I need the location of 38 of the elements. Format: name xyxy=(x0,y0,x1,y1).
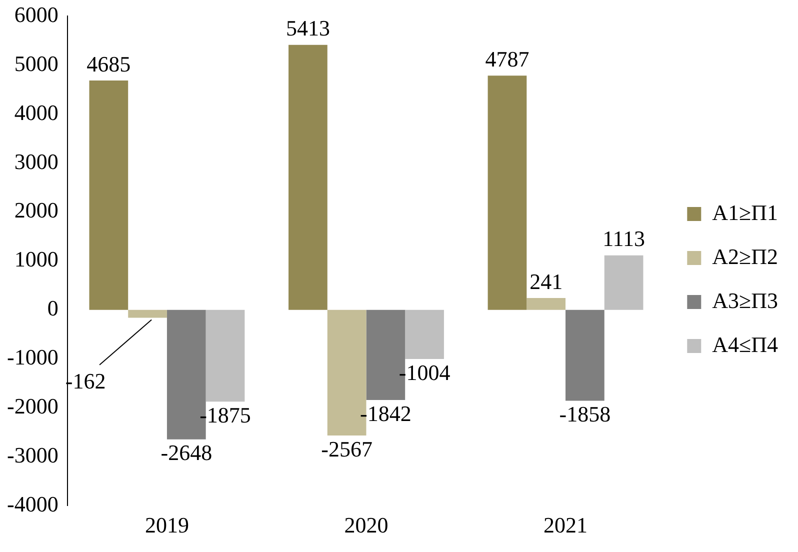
data-label: 1113 xyxy=(602,226,645,252)
data-label: -1004 xyxy=(398,360,450,385)
bar xyxy=(206,310,245,402)
data-label: 4685 xyxy=(86,51,131,76)
y-tick-label: 6000 xyxy=(14,2,58,27)
x-tick-label: 2019 xyxy=(144,512,189,538)
legend-label: А1≥П1 xyxy=(712,200,778,225)
bar xyxy=(604,255,644,310)
legend-label: А2≥П2 xyxy=(712,244,778,269)
bar xyxy=(526,298,566,310)
y-tick-label: -2000 xyxy=(7,394,58,418)
y-tick-label: -4000 xyxy=(7,491,58,516)
data-label: -2567 xyxy=(321,436,372,462)
bar xyxy=(288,44,328,310)
y-tick-label: -3000 xyxy=(7,442,58,468)
y-tick-label: 1000 xyxy=(14,246,58,272)
y-tick-label: 2000 xyxy=(14,198,58,223)
data-label: 241 xyxy=(530,268,563,294)
data-label: -2648 xyxy=(160,440,212,466)
bar xyxy=(89,80,128,310)
y-tick-label: 0 xyxy=(47,296,58,321)
legend-label: А3≥П3 xyxy=(712,288,778,313)
data-label: 5413 xyxy=(286,16,330,41)
y-tick-label: 3000 xyxy=(14,148,58,174)
data-label: 4787 xyxy=(485,46,530,72)
bar xyxy=(128,310,167,318)
x-tick-label: 2020 xyxy=(344,512,388,538)
bar xyxy=(405,310,444,359)
y-tick-label: 5000 xyxy=(14,50,58,76)
data-label: -1875 xyxy=(200,402,251,428)
bar xyxy=(566,310,604,401)
legend-label: А4≤П4 xyxy=(712,332,778,357)
bar xyxy=(488,76,527,310)
y-tick-label: 4000 xyxy=(14,100,58,125)
y-tick-label: -1000 xyxy=(7,344,58,370)
data-label: -1858 xyxy=(559,402,611,427)
x-tick-label: 2021 xyxy=(544,512,588,538)
data-label: -1842 xyxy=(360,400,412,426)
